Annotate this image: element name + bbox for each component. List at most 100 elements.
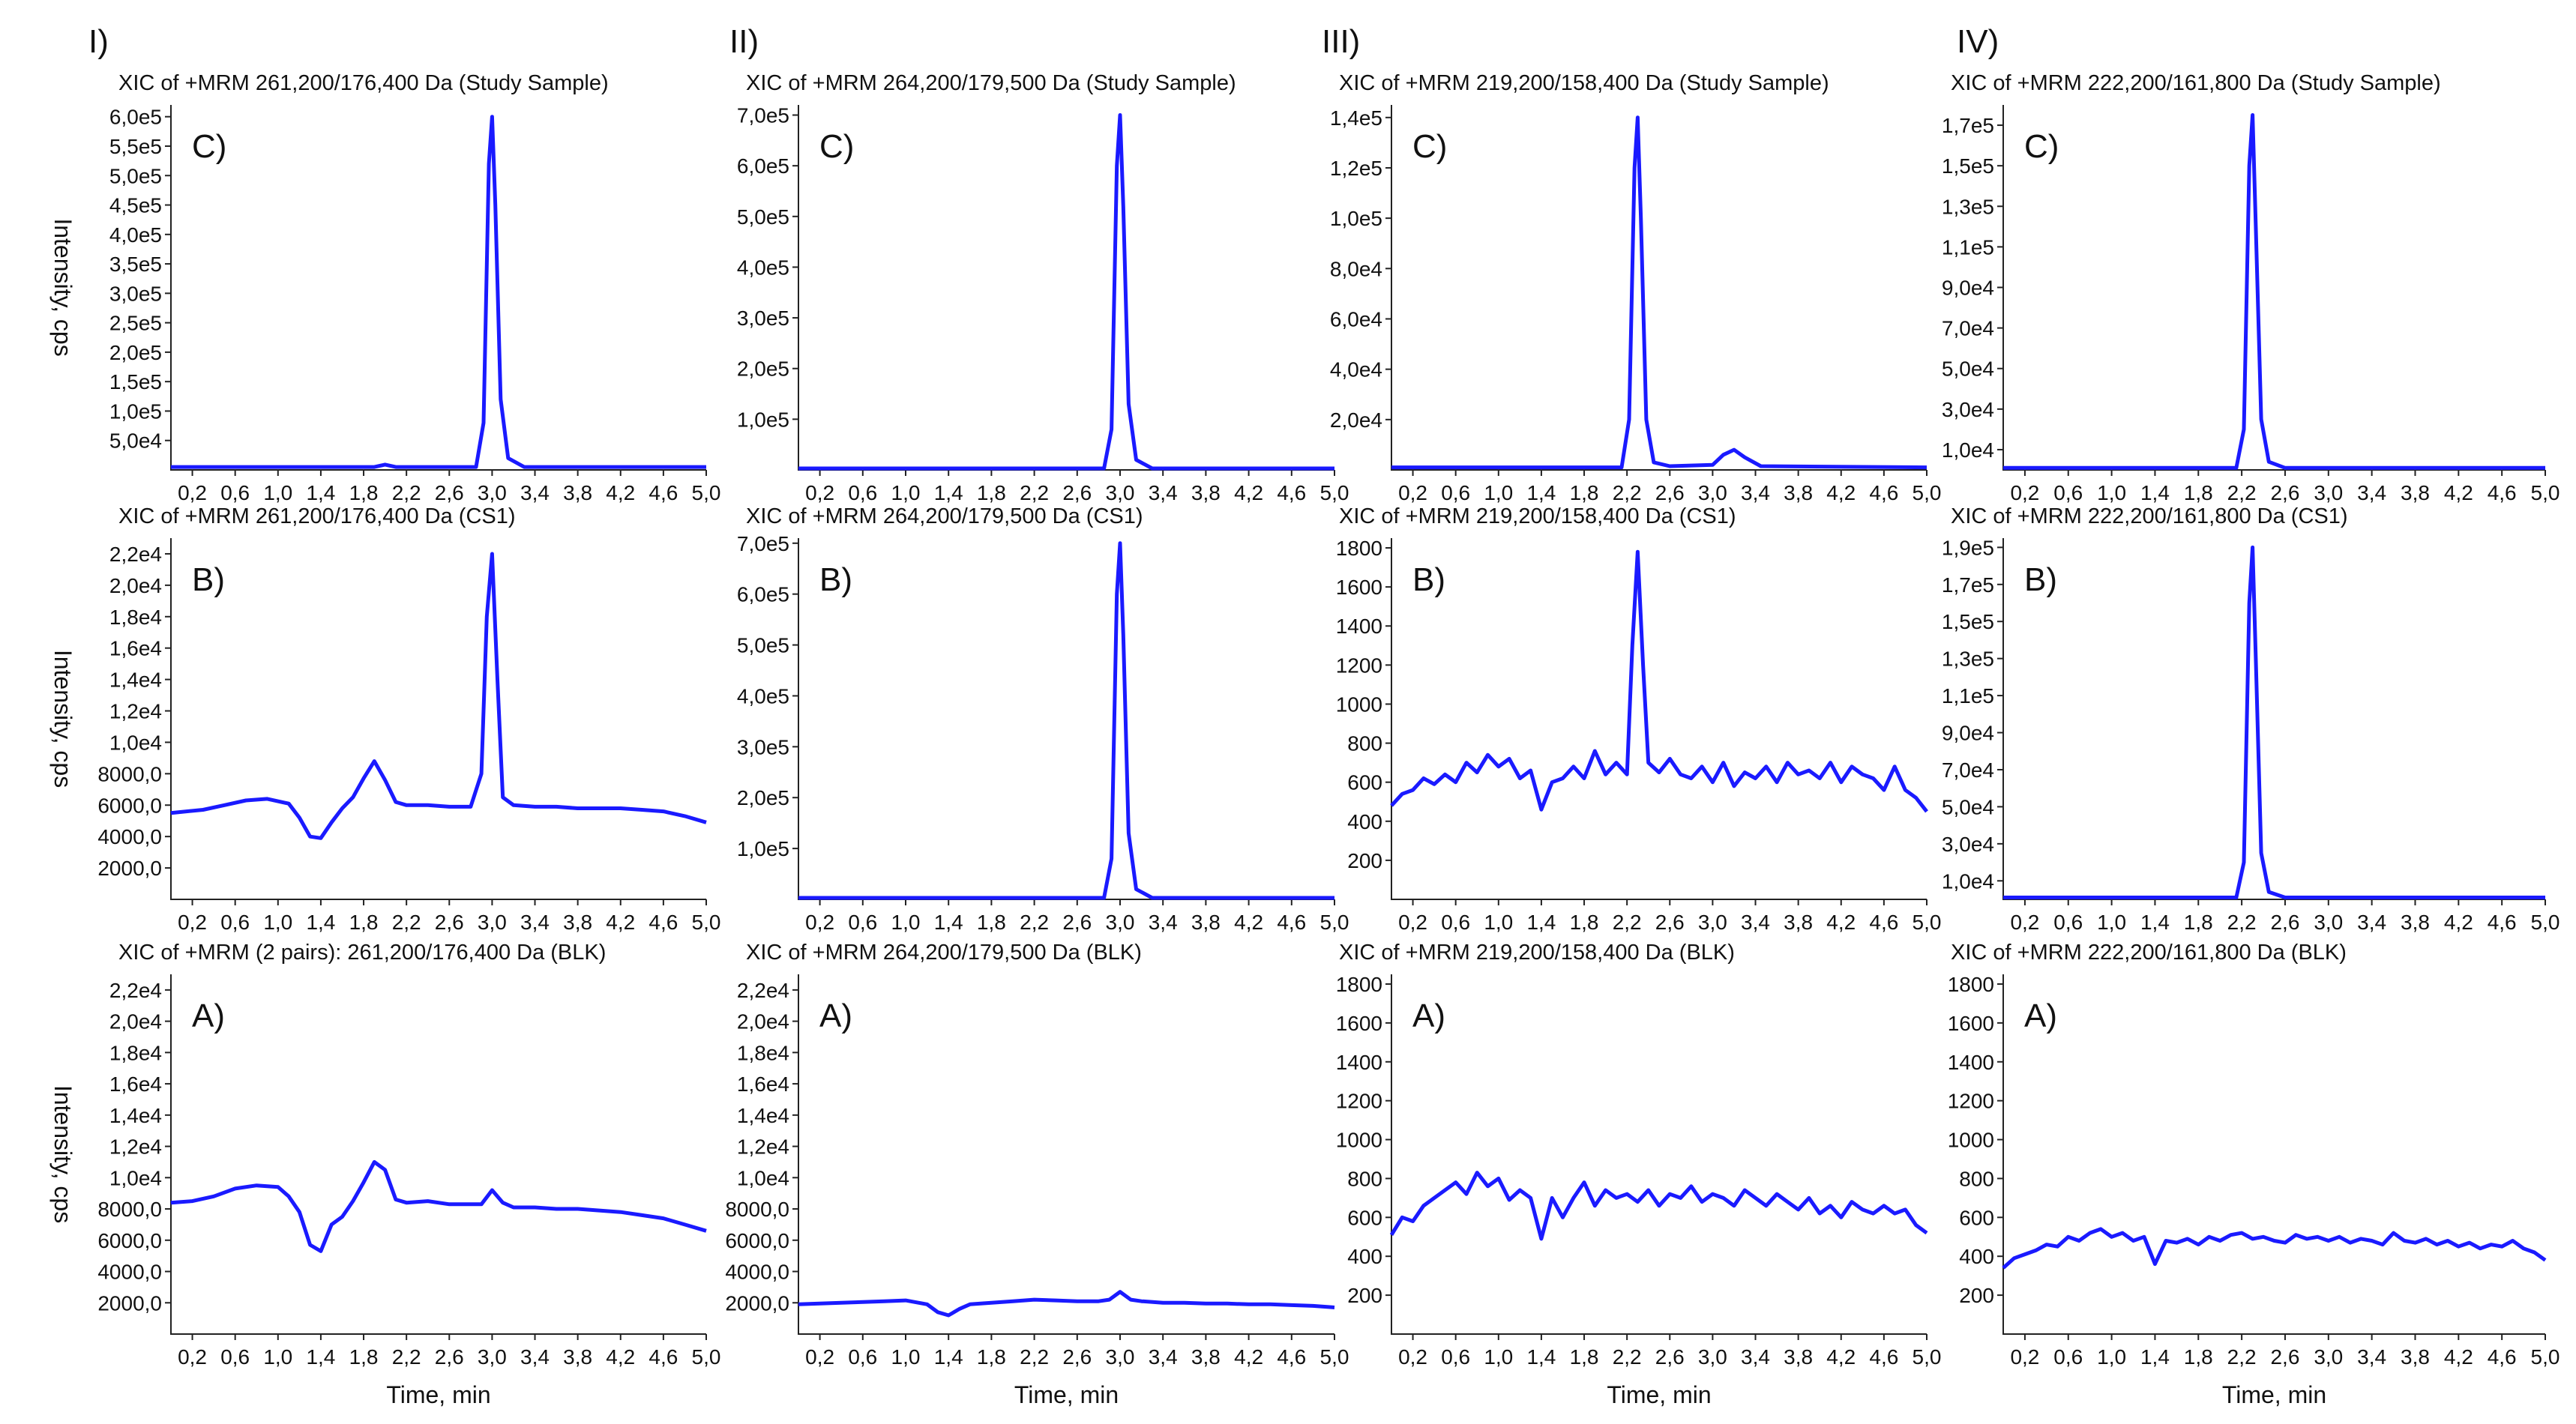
x-tick-label: 0,2	[1398, 481, 1427, 504]
y-tick-label: 1000	[1948, 1129, 1994, 1152]
y-axis-title: Intensity, cps	[49, 218, 76, 356]
y-tick-label: 1,6e4	[109, 1072, 162, 1096]
x-tick-label: 0,6	[2053, 481, 2083, 504]
y-tick-label: 1,9e5	[1942, 536, 1994, 559]
y-tick-label: 1000	[1336, 1129, 1382, 1152]
chart-panel: XIC of +MRM 222,200/161,800 Da (CS1) B) 1,…	[1942, 504, 2560, 934]
x-tick-label: 1,8	[977, 1345, 1006, 1369]
y-tick-label: 1600	[1336, 576, 1382, 599]
x-tick-label: 1,0	[2097, 911, 2126, 934]
x-tick-label: 1,0	[1484, 911, 1513, 934]
x-tick-label: 0,6	[848, 481, 877, 504]
x-tick-label: 0,2	[2010, 481, 2039, 504]
x-tick-label: 1,4	[934, 911, 963, 934]
chromatogram-trace	[1391, 115, 1928, 470]
axis-frame	[1391, 105, 1927, 471]
x-tick-label: 2,2	[392, 481, 421, 504]
x-tick-label: 4,6	[2488, 911, 2517, 934]
x-tick-label: 1,8	[1570, 1345, 1599, 1369]
x-tick-label: 1,8	[2184, 911, 2213, 934]
x-tick-label: 3,0	[2314, 1345, 2343, 1369]
x-tick-label: 3,0	[2314, 481, 2343, 504]
y-tick-label: 5,0e5	[737, 634, 789, 657]
x-tick-label: 2,6	[1655, 1345, 1685, 1369]
panel-title: XIC of +MRM 222,200/161,800 Da (BLK)	[1951, 941, 2347, 965]
chart-panel: XIC of +MRM 261,200/176,400 Da (CS1) B) 20…	[49, 504, 720, 934]
x-tick-label: 0,2	[805, 911, 834, 934]
y-tick-label: 5,0e4	[109, 429, 162, 453]
y-tick-label: 2,0e4	[1330, 408, 1382, 432]
x-tick-label: 5,0	[1320, 481, 1349, 504]
x-tick-label: 2,6	[435, 481, 464, 504]
chromatogram-trace	[170, 552, 707, 840]
y-tick-label: 2,0e5	[109, 341, 162, 364]
panel-label: A)	[2024, 998, 2057, 1034]
x-tick-label: 1,0	[891, 1345, 921, 1369]
x-tick-label: 3,4	[520, 911, 550, 934]
x-tick-label: 2,2	[392, 1345, 421, 1369]
axis-frame	[2002, 105, 2545, 471]
x-tick-label: 4,6	[648, 911, 678, 934]
x-tick-label: 2,2	[1020, 911, 1049, 934]
y-tick-label: 3,0e4	[1942, 398, 1994, 421]
y-tick-label: 1,3e5	[1942, 648, 1994, 671]
x-tick-label: 1,0	[263, 1345, 292, 1369]
panel-label: C)	[819, 128, 854, 165]
x-tick-label: 2,6	[1062, 481, 1092, 504]
chart-panel: XIC of +MRM (2 pairs): 261,200/176,400 D…	[49, 941, 720, 1408]
x-tick-label: 1,0	[263, 911, 292, 934]
y-tick-label: 5,0e4	[1942, 357, 1994, 381]
x-tick-label: 3,4	[2357, 481, 2386, 504]
axis-frame	[1391, 538, 1927, 900]
y-tick-label: 8000,0	[725, 1198, 789, 1221]
x-tick-label: 2,6	[1062, 911, 1092, 934]
y-tick-label: 2,0e4	[109, 1010, 162, 1034]
y-tick-label: 200	[1347, 849, 1382, 872]
y-tick-label: 1,5e5	[1942, 610, 1994, 633]
y-tick-label: 400	[1959, 1245, 1994, 1268]
x-tick-label: 1,4	[306, 481, 335, 504]
chromatogram-trace	[1389, 1171, 1928, 1241]
panel-label: B)	[2024, 561, 2057, 598]
y-tick-label: 1200	[1336, 654, 1382, 677]
x-tick-label: 2,2	[1020, 1345, 1049, 1369]
x-tick-label: 5,0	[1913, 911, 1942, 934]
y-tick-label: 2,5e5	[109, 312, 162, 335]
y-tick-label: 2,0e5	[737, 786, 789, 809]
y-tick-label: 2,2e4	[109, 979, 162, 1002]
x-tick-label: 5,0	[692, 1345, 721, 1369]
y-tick-label: 600	[1959, 1206, 1994, 1229]
x-tick-label: 3,4	[520, 481, 550, 504]
x-tick-label: 5,0	[1320, 911, 1349, 934]
chromatogram-trace	[170, 1159, 707, 1253]
panel-title: XIC of +MRM 261,200/176,400 Da (Study Sa…	[118, 71, 609, 95]
x-tick-label: 0,6	[220, 1345, 250, 1369]
y-tick-label: 3,0e5	[109, 282, 162, 305]
panel-title: XIC of +MRM 264,200/179,500 Da (BLK)	[746, 941, 1142, 965]
x-tick-label: 3,0	[478, 1345, 507, 1369]
x-tick-label: 4,6	[2488, 1345, 2517, 1369]
x-tick-label: 1,4	[306, 1345, 335, 1369]
x-tick-label: 5,0	[692, 911, 721, 934]
x-tick-label: 0,2	[805, 481, 834, 504]
x-tick-label: 0,6	[848, 911, 877, 934]
x-axis-title: Time, min	[386, 1381, 490, 1408]
x-tick-label: 3,8	[1784, 481, 1813, 504]
x-tick-label: 0,2	[1398, 911, 1427, 934]
chart-panel: XIC of +MRM 222,200/161,800 Da (BLK) A) 20…	[1948, 941, 2560, 1408]
x-tick-label: 4,6	[1277, 481, 1306, 504]
y-tick-label: 200	[1959, 1284, 1994, 1307]
y-tick-label: 3,0e5	[737, 307, 789, 330]
y-tick-label: 2000,0	[725, 1291, 789, 1315]
y-tick-label: 1,4e4	[109, 669, 162, 692]
y-tick-label: 8000,0	[97, 762, 162, 785]
y-tick-label: 5,0e4	[1942, 795, 1994, 818]
x-tick-label: 2,6	[1655, 481, 1685, 504]
y-tick-label: 1,0e5	[737, 408, 789, 431]
y-tick-label: 1,0e5	[1330, 207, 1382, 230]
y-tick-label: 4,0e5	[737, 684, 789, 708]
y-tick-label: 1,8e4	[737, 1041, 789, 1064]
x-tick-label: 1,0	[2097, 481, 2126, 504]
y-tick-label: 1,7e5	[1942, 114, 1994, 137]
y-tick-label: 1600	[1336, 1012, 1382, 1035]
